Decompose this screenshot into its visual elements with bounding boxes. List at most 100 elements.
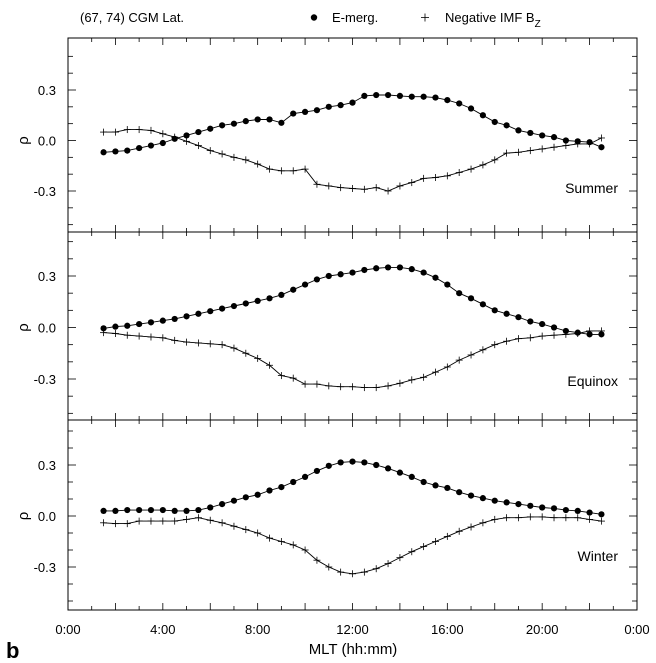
data-point-imf — [431, 174, 439, 182]
data-point-imf — [218, 341, 226, 349]
data-point-emerg — [195, 310, 202, 317]
data-point-imf — [562, 514, 570, 522]
data-point-imf — [550, 331, 558, 339]
data-point-emerg — [230, 120, 238, 127]
data-point-imf — [538, 513, 546, 521]
data-point-emerg — [207, 504, 214, 511]
data-point-imf — [123, 520, 131, 528]
data-point-emerg — [290, 478, 297, 486]
data-point-imf — [586, 327, 594, 335]
data-point-emerg — [230, 497, 238, 504]
data-point-emerg — [491, 497, 498, 504]
data-point-imf — [289, 541, 297, 549]
data-point-emerg — [254, 491, 261, 498]
data-point-imf — [100, 128, 108, 136]
data-point-imf — [479, 519, 487, 527]
data-point-imf — [538, 332, 546, 340]
data-point-emerg — [574, 507, 581, 514]
header-coords: (67, 74) CGM Lat. — [80, 10, 184, 25]
data-point-imf — [266, 165, 274, 173]
x-tick-label: 8:00 — [245, 622, 270, 637]
data-point-imf — [194, 339, 202, 347]
data-point-emerg — [159, 506, 166, 514]
data-point-imf — [183, 137, 191, 145]
data-point-emerg — [278, 119, 285, 126]
data-point-imf — [242, 349, 250, 357]
data-point-imf — [194, 514, 202, 522]
data-point-emerg — [230, 302, 238, 310]
data-point-emerg — [171, 315, 178, 323]
data-point-imf — [159, 517, 167, 525]
data-point-emerg — [444, 281, 451, 288]
data-point-imf — [550, 143, 558, 151]
data-point-imf — [574, 330, 582, 338]
data-point-imf — [206, 516, 214, 524]
x-tick-label: 12:00 — [336, 622, 369, 637]
data-point-emerg — [159, 317, 166, 324]
data-point-imf — [100, 329, 108, 337]
data-point-emerg — [396, 92, 404, 99]
data-point-emerg — [112, 323, 119, 330]
data-point-imf — [349, 184, 356, 192]
data-point-emerg — [550, 324, 558, 331]
data-point-imf — [597, 517, 605, 525]
data-point-emerg — [539, 320, 546, 328]
data-point-imf — [574, 140, 582, 148]
legend-imf-label: Negative IMF BZ — [445, 10, 541, 30]
data-point-emerg — [361, 459, 368, 466]
y-tick-label: -0.3 — [34, 372, 56, 387]
data-point-emerg — [515, 127, 522, 134]
data-point-emerg — [432, 482, 439, 489]
panel-season-label: Equinox — [567, 373, 618, 389]
panel-season-label: Summer — [565, 180, 618, 196]
data-point-emerg — [301, 473, 309, 480]
data-point-imf — [491, 515, 499, 523]
data-point-emerg — [147, 506, 155, 514]
data-point-emerg — [136, 506, 143, 514]
data-point-emerg — [503, 499, 510, 506]
data-point-emerg — [136, 320, 143, 328]
data-point-imf — [206, 340, 214, 348]
data-point-imf — [313, 556, 321, 564]
data-point-emerg — [254, 297, 261, 304]
data-point-emerg — [527, 502, 534, 509]
y-axis-title: ρ — [15, 323, 32, 332]
legend-emerg-label: E-merg. — [332, 10, 378, 25]
data-point-emerg — [147, 142, 155, 149]
data-point-emerg — [550, 134, 558, 141]
data-point-imf — [171, 517, 179, 525]
data-point-imf — [171, 336, 179, 344]
data-point-imf — [491, 341, 499, 349]
data-point-imf — [123, 331, 131, 339]
data-point-imf — [301, 380, 309, 388]
data-point-emerg — [432, 274, 439, 281]
data-point-imf — [396, 554, 404, 562]
data-point-emerg — [136, 144, 143, 152]
data-point-imf — [111, 330, 119, 338]
series-line-imf — [103, 330, 602, 389]
data-point-imf — [503, 149, 511, 157]
data-point-imf — [443, 532, 451, 540]
data-point-emerg — [408, 473, 415, 480]
data-point-emerg — [112, 507, 119, 514]
x-tick-label: 20:00 — [526, 622, 559, 637]
data-point-emerg — [219, 305, 226, 312]
data-point-imf — [277, 538, 285, 545]
data-point-imf — [455, 527, 463, 535]
data-point-imf — [100, 519, 108, 527]
data-point-emerg — [219, 501, 226, 508]
data-point-imf — [183, 338, 191, 346]
y-tick-label: 0.0 — [38, 509, 56, 524]
data-point-emerg — [384, 91, 392, 99]
data-point-emerg — [562, 137, 569, 144]
data-point-emerg — [467, 295, 475, 302]
data-point-imf — [455, 168, 463, 176]
data-point-imf — [514, 514, 522, 522]
data-point-emerg — [467, 105, 475, 112]
data-point-emerg — [349, 458, 356, 465]
data-point-emerg — [361, 92, 368, 99]
data-point-imf — [408, 376, 416, 384]
data-point-imf — [266, 534, 274, 542]
data-point-imf — [230, 522, 238, 530]
data-point-emerg — [313, 107, 321, 114]
